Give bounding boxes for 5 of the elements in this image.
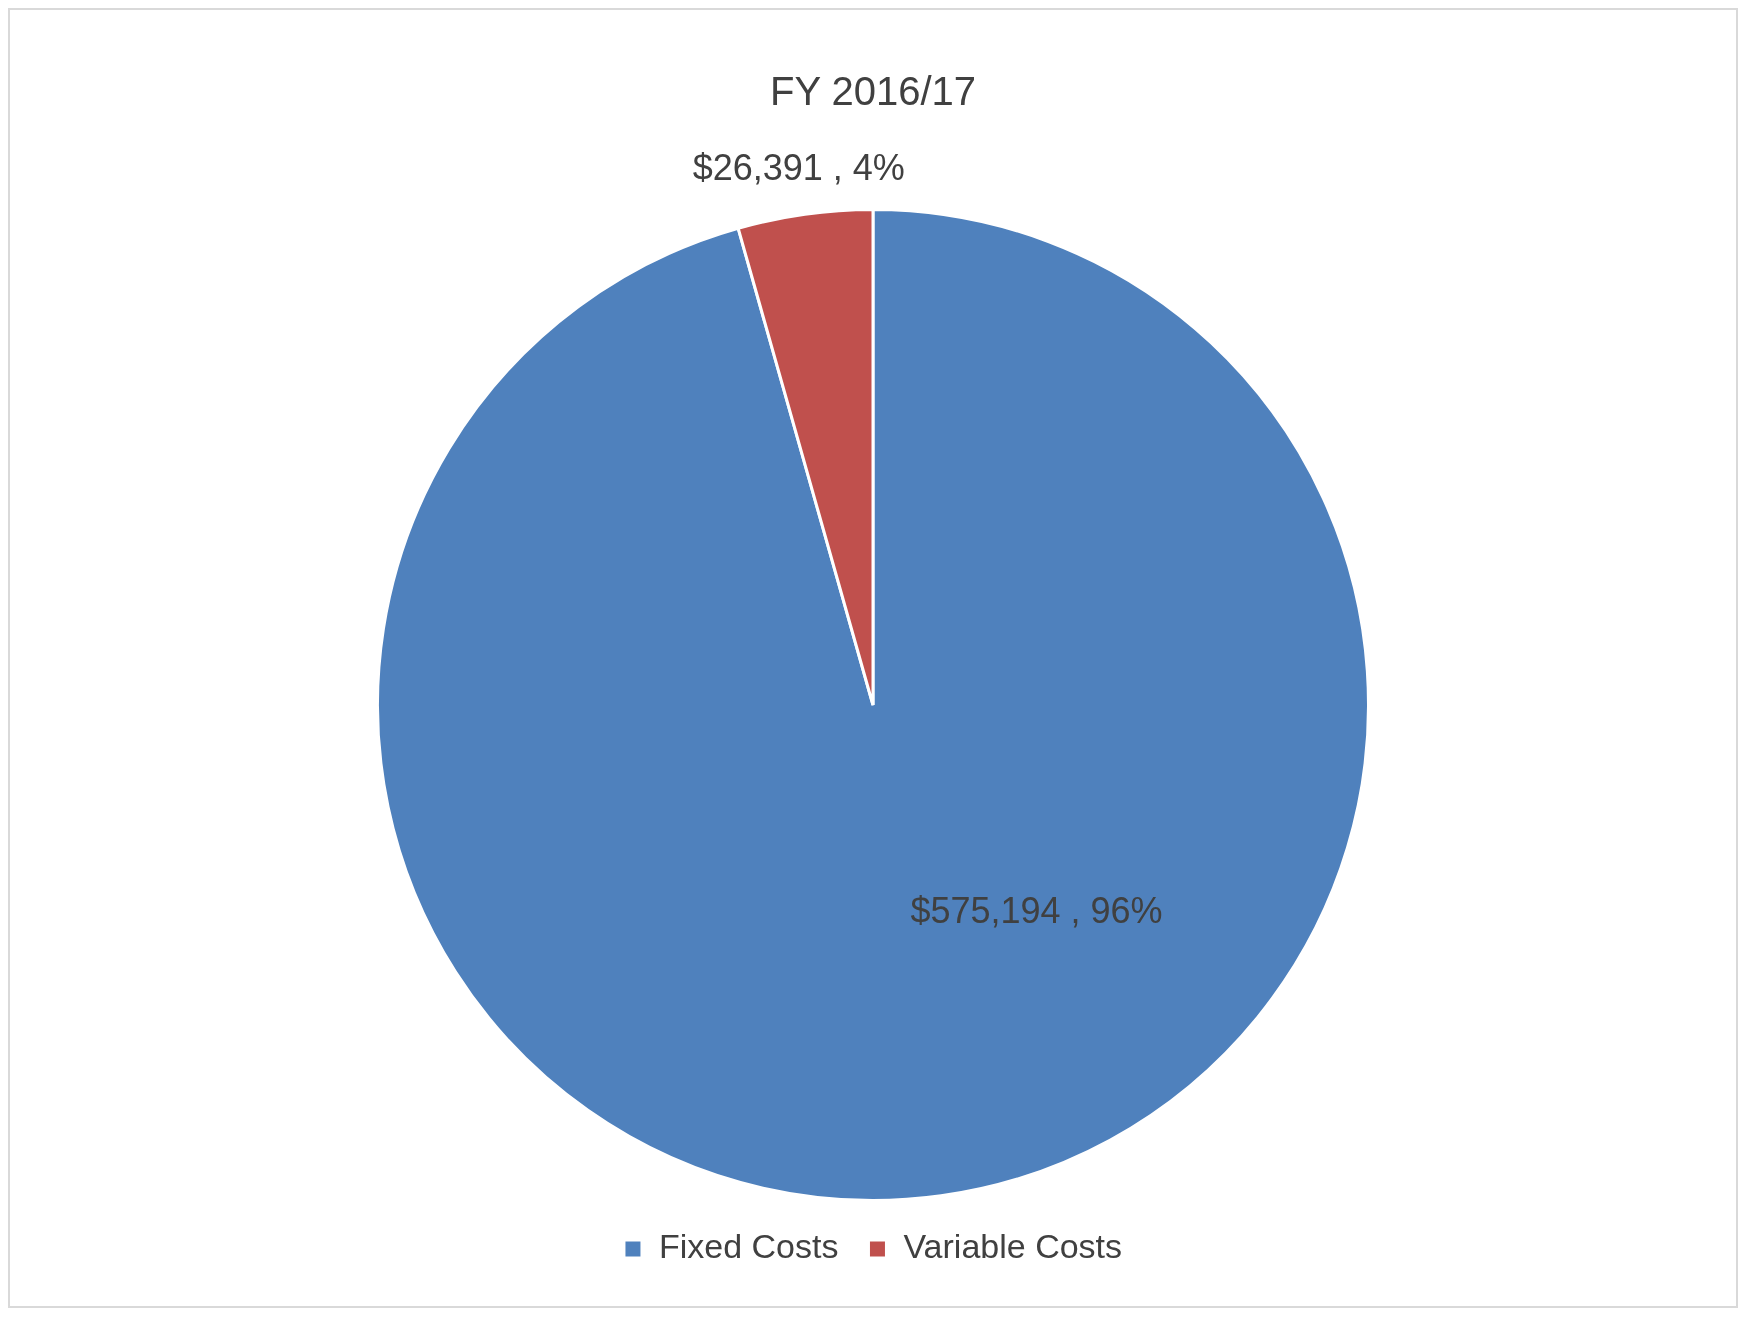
legend-label: Variable Costs <box>903 1227 1123 1266</box>
legend-label: Fixed Costs <box>658 1227 839 1266</box>
data-label: $575,194 , 96% <box>910 890 1163 932</box>
chart-title: FY 2016/17 <box>769 69 977 114</box>
data-label: $26,391 , 4% <box>692 146 905 188</box>
